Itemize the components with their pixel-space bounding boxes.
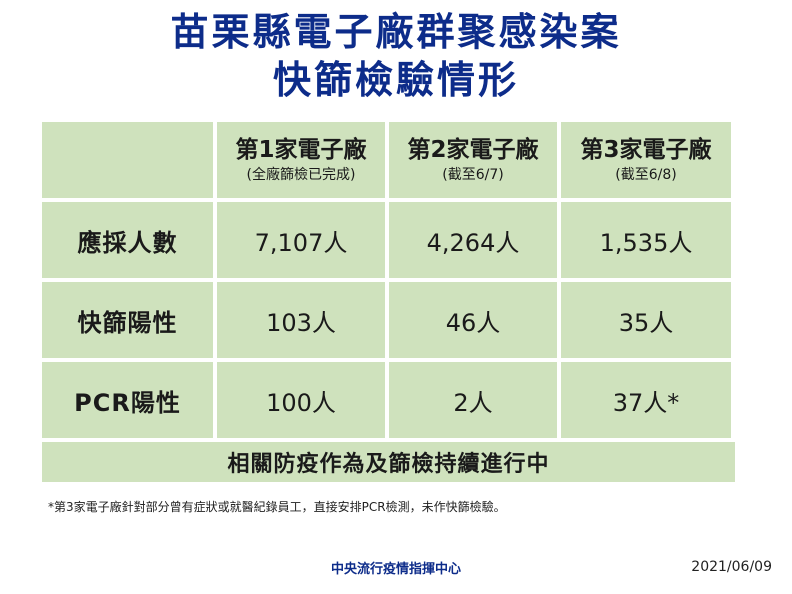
table-cell: 37人* xyxy=(561,362,731,438)
table-row: 應採人數 7,107人 4,264人 1,535人 xyxy=(42,202,735,278)
table-cell: 46人 xyxy=(389,282,557,358)
table-cell: 2人 xyxy=(389,362,557,438)
table-footer-banner: 相關防疫作為及篩檢持續進行中 xyxy=(42,442,735,482)
column-name: 第2家電子廠 xyxy=(407,137,539,163)
results-table: 第1家電子廠 (全廠篩檢已完成) 第2家電子廠 (截至6/7) 第3家電子廠 (… xyxy=(42,122,735,482)
header-cell-factory-3: 第3家電子廠 (截至6/8) xyxy=(561,122,731,198)
table-cell: 100人 xyxy=(217,362,385,438)
row-label: 應採人數 xyxy=(42,202,213,278)
header-corner-cell xyxy=(42,122,213,198)
column-note: (全廠篩檢已完成) xyxy=(246,167,356,183)
source-label: 中央流行疫情指揮中心 xyxy=(330,562,461,577)
table-row: PCR陽性 100人 2人 37人* xyxy=(42,362,735,438)
column-note: (截至6/7) xyxy=(442,167,504,183)
footnote: *第3家電子廠針對部分曾有症狀或就醫紀錄員工，直接安排PCR檢測，未作快篩檢驗。 xyxy=(48,500,506,514)
table-cell: 1,535人 xyxy=(561,202,731,278)
row-label: PCR陽性 xyxy=(42,362,213,438)
table-header-row: 第1家電子廠 (全廠篩檢已完成) 第2家電子廠 (截至6/7) 第3家電子廠 (… xyxy=(42,122,735,198)
table-row: 快篩陽性 103人 46人 35人 xyxy=(42,282,735,358)
row-label: 快篩陽性 xyxy=(42,282,213,358)
column-name: 第1家電子廠 xyxy=(235,137,367,163)
date-label: 2021/06/09 xyxy=(691,559,772,575)
table-cell: 7,107人 xyxy=(217,202,385,278)
table-cell: 4,264人 xyxy=(389,202,557,278)
table-cell: 35人 xyxy=(561,282,731,358)
page-title-line2: 快篩檢驗情形 xyxy=(272,58,519,102)
column-note: (截至6/8) xyxy=(615,167,677,183)
table-cell: 103人 xyxy=(217,282,385,358)
column-name: 第3家電子廠 xyxy=(580,137,712,163)
header-cell-factory-1: 第1家電子廠 (全廠篩檢已完成) xyxy=(217,122,385,198)
page-title-line1: 苗栗縣電子廠群聚感染案 xyxy=(170,10,622,54)
header-cell-factory-2: 第2家電子廠 (截至6/7) xyxy=(389,122,557,198)
